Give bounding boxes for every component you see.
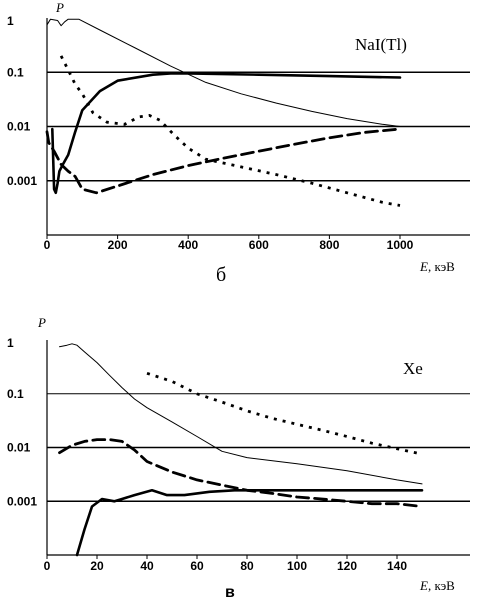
chart-v-ytick-label: 0.001: [7, 494, 37, 508]
chart-b-y-ticks: 1 0.1 0.01 0.001: [7, 14, 37, 188]
chart-v-xtick-label: 80: [240, 559, 254, 573]
chart-v-annotation: Xe: [403, 359, 423, 378]
chart-b-series-thick-line: [51, 72, 402, 195]
chart-v-xlabel-unit: , кэВ: [428, 578, 455, 593]
chart-b-ytick-label: 1: [7, 14, 14, 28]
chart-v-ytick-label: 0.1: [7, 387, 24, 401]
chart-v-ylabel: P: [37, 315, 46, 330]
chart-b-xtick-label: 200: [108, 238, 128, 252]
chart-panel-v: 1 0.1 0.01 0.001 0 20 40 60 80 100 120 140 P Xe E,…: [7, 315, 470, 598]
chart-v-xtick-label: 40: [140, 559, 154, 573]
chart-v-series: [58, 343, 424, 557]
chart-v-panel-label: в: [225, 584, 235, 598]
chart-v-xtick-label: 120: [337, 559, 357, 573]
chart-v-x-ticks: 0 20 40 60 80 100 120 140: [44, 555, 407, 573]
chart-b-panel-label: б: [216, 264, 226, 286]
chart-v-xtick-label: 100: [287, 559, 307, 573]
chart-b-xtick-label: 800: [319, 238, 339, 252]
chart-b-xtick-label: 400: [178, 238, 198, 252]
chart-b-annotation: NaI(Tl): [355, 35, 407, 54]
chart-b-series-dotted-line: [59, 55, 401, 207]
chart-v-ytick-label: 1: [7, 336, 14, 350]
chart-v-grid: [47, 393, 470, 503]
chart-v-xtick-label: 20: [90, 559, 104, 573]
chart-v-series-dashed-line: [58, 438, 424, 508]
chart-panel-b: 1 0.1 0.01 0.001 0 200 400 600 800 1000 P NaI(Tl…: [7, 0, 470, 286]
chart-v-xtick-label: 140: [387, 559, 407, 573]
chart-b-series: [45, 18, 402, 207]
chart-b-grid: [47, 71, 470, 182]
chart-v-xlabel: E, кэВ: [419, 578, 455, 593]
chart-v-series-thick-line: [75, 489, 424, 557]
chart-v-xlabel-var: E: [419, 578, 428, 593]
chart-v-ytick-label: 0.01: [7, 441, 31, 455]
chart-b-xtick-label: 0: [44, 238, 51, 252]
chart-v-xtick-label: 60: [190, 559, 204, 573]
chart-b-xlabel-unit: , кэВ: [428, 259, 455, 274]
chart-b-xtick-label: 600: [249, 238, 269, 252]
chart-b-x-ticks: 0 200 400 600 800 1000: [44, 235, 414, 252]
chart-b-ytick-label: 0.001: [7, 174, 37, 188]
chart-b-ytick-label: 0.1: [7, 65, 24, 79]
chart-b-xtick-label: 1000: [387, 238, 414, 252]
chart-b-xlabel-var: E: [419, 259, 428, 274]
chart-b-ylabel: P: [55, 0, 64, 15]
chart-b-series-dashed-line: [45, 127, 402, 195]
chart-v-series-thin-line: [59, 343, 423, 485]
chart-b-series-thin-line: [46, 18, 401, 127]
chart-v-y-ticks: 1 0.1 0.01 0.001: [7, 336, 37, 508]
chart-v-series-dotted-line: [146, 371, 423, 456]
chart-b-ytick-label: 0.01: [7, 120, 31, 134]
chart-v-xtick-label: 0: [44, 559, 51, 573]
chart-b-xlabel: E, кэВ: [419, 259, 455, 274]
